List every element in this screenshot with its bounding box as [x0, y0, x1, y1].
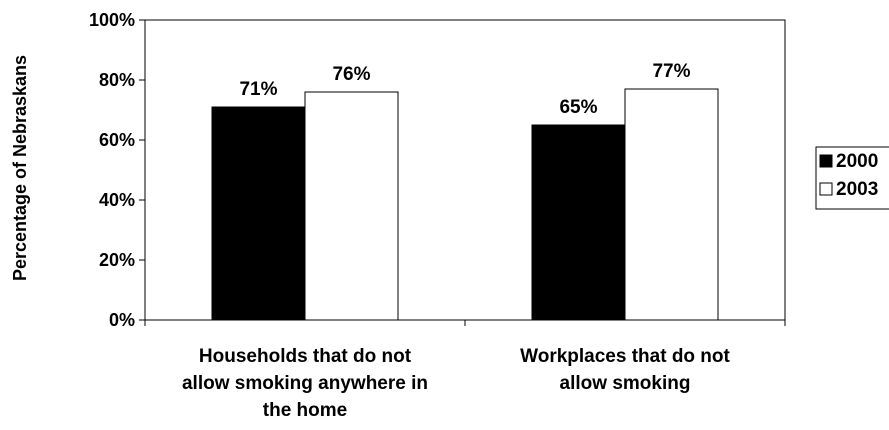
category-label-0: Households that do not [199, 346, 412, 367]
y-tick-label: 60% [99, 130, 135, 150]
bar-2000-0 [211, 106, 306, 321]
category-label-0: allow smoking anywhere in [182, 373, 428, 394]
y-tick-label: 80% [99, 70, 135, 90]
bar-2000-1 [531, 124, 626, 321]
data-label-2003-1: 77% [652, 61, 690, 82]
legend-box [815, 146, 889, 210]
y-axis-label: Percentage of Nebraskans [10, 55, 30, 281]
bar-2003-0 [304, 91, 399, 321]
data-label-2000-1: 65% [559, 97, 597, 118]
bar-2003-1 [624, 88, 719, 321]
y-tick-label: 100% [89, 10, 135, 30]
category-label-1: allow smoking [560, 373, 691, 394]
data-label-2003-0: 76% [332, 64, 370, 85]
legend: 2000 2003 [815, 146, 889, 210]
plot-area: 0% 20% 40% 60% 80% 100% 71% 76% Households that … [89, 10, 786, 421]
category-label-1: Workplaces that do not [520, 346, 730, 367]
y-tick-label: 40% [99, 190, 135, 210]
legend-swatch-2003 [819, 182, 833, 196]
y-tick-label: 0% [109, 310, 135, 330]
y-tick-label: 20% [99, 250, 135, 270]
legend-label-2003: 2003 [836, 179, 878, 200]
legend-label-2000: 2000 [836, 151, 878, 172]
category-label-0: the home [263, 400, 347, 421]
legend-swatch-2000 [819, 154, 833, 168]
data-label-2000-0: 71% [239, 79, 277, 100]
